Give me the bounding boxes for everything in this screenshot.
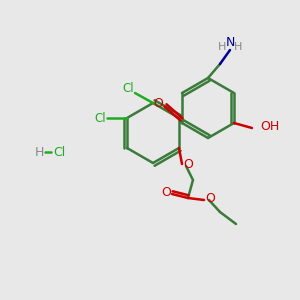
Text: O: O — [161, 187, 171, 200]
Text: O: O — [205, 191, 215, 205]
Text: Cl: Cl — [122, 82, 134, 95]
Text: H: H — [34, 146, 44, 158]
Text: OH: OH — [260, 121, 279, 134]
Text: Cl: Cl — [53, 146, 65, 158]
Text: Cl: Cl — [94, 112, 106, 124]
Text: O: O — [154, 97, 164, 110]
Text: N: N — [225, 35, 235, 49]
Text: O: O — [183, 158, 193, 172]
Text: H: H — [218, 42, 226, 52]
Text: H: H — [234, 42, 242, 52]
